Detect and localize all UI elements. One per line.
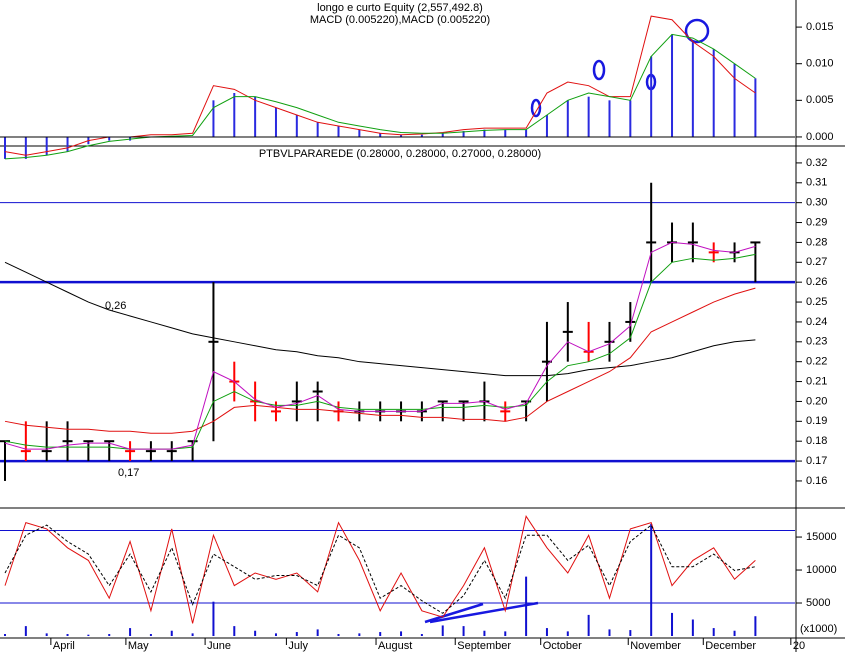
chart-title: longo e curto Equity (2,557,492.8) bbox=[317, 2, 483, 14]
y-tick-label: 0.26 bbox=[806, 276, 827, 288]
x-tick-label: November bbox=[630, 640, 681, 652]
y-tick-label: 0.30 bbox=[806, 197, 827, 209]
series-line bbox=[4, 515, 756, 624]
chart-subtitle: MACD (0.005220),MACD (0.005220) bbox=[310, 14, 490, 26]
x-tick-label: 20 bbox=[793, 640, 805, 652]
y-tick-label: 0.000 bbox=[806, 131, 834, 143]
annotation-shapes bbox=[424, 18, 710, 624]
y-tick-label: 0.29 bbox=[806, 216, 827, 228]
y-tick-label: 10000 bbox=[806, 564, 837, 576]
y-tick-label: 0.015 bbox=[806, 21, 834, 33]
moving-average bbox=[4, 287, 756, 434]
y-tick-label: 0.22 bbox=[806, 356, 827, 368]
y-tick-label: 5000 bbox=[806, 597, 830, 609]
circle bbox=[684, 18, 710, 44]
x-tick-label: April bbox=[53, 640, 75, 652]
series-line bbox=[4, 33, 756, 160]
y-tick-label: 0.005 bbox=[806, 94, 834, 106]
x-tick-label: July bbox=[288, 640, 308, 652]
trend-line bbox=[424, 602, 484, 624]
moving-average bbox=[4, 261, 756, 377]
unit-label: (x1000) bbox=[800, 623, 837, 635]
y-tick-label: 0.17 bbox=[806, 455, 827, 467]
series-line bbox=[4, 524, 756, 614]
x-tick-label: June bbox=[207, 640, 231, 652]
moving-average bbox=[4, 241, 756, 450]
level-label: 0,26 bbox=[105, 300, 126, 312]
y-tick-label: 0.32 bbox=[806, 157, 827, 169]
y-tick-label: 15000 bbox=[806, 531, 837, 543]
y-tick-label: 0.24 bbox=[806, 316, 827, 328]
x-tick-label: September bbox=[457, 640, 511, 652]
y-tick-label: 0.19 bbox=[806, 415, 827, 427]
circle bbox=[592, 59, 606, 81]
y-tick-label: 0.25 bbox=[806, 296, 827, 308]
x-tick-label: October bbox=[543, 640, 582, 652]
y-tick-label: 0.16 bbox=[806, 475, 827, 487]
y-tick-label: 0.31 bbox=[806, 177, 827, 189]
y-tick-label: 0.20 bbox=[806, 395, 827, 407]
y-tick-label: 0.010 bbox=[806, 58, 834, 70]
level-label: 0,17 bbox=[118, 467, 139, 479]
chart-title: PTBVLPARAREDE (0.28000, 0.28000, 0.27000… bbox=[259, 148, 541, 160]
y-tick-label: 0.18 bbox=[806, 435, 827, 447]
x-tick-label: December bbox=[705, 640, 756, 652]
circle bbox=[530, 98, 542, 118]
x-tick-label: May bbox=[128, 640, 149, 652]
y-tick-label: 0.27 bbox=[806, 256, 827, 268]
y-tick-label: 0.28 bbox=[806, 236, 827, 248]
y-tick-label: 0.21 bbox=[806, 375, 827, 387]
y-tick-label: 0.23 bbox=[806, 336, 827, 348]
trend-line bbox=[429, 601, 539, 624]
x-tick-label: August bbox=[378, 640, 412, 652]
